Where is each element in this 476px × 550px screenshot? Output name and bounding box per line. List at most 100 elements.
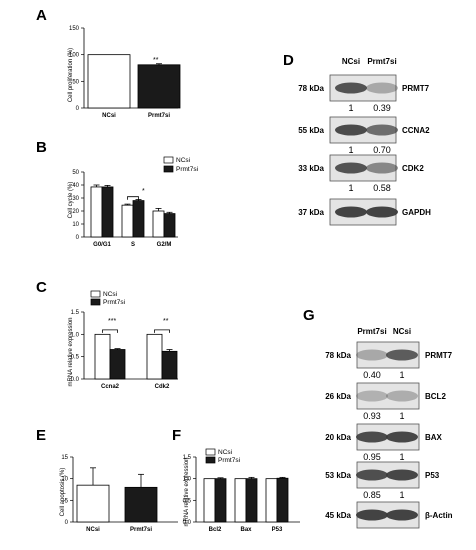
ylabel-b: Cell cycle (%)	[68, 182, 74, 219]
chart-f-ytick-label: 0.5	[183, 498, 192, 504]
blot-g-ratio-value: 0.93	[363, 411, 381, 421]
blot-g-ratio-value: 0.85	[363, 490, 381, 500]
panel-letter-d: D	[283, 52, 294, 69]
blot-d-band	[335, 162, 367, 174]
ylabel-a: Cell proliferation (%)	[68, 48, 74, 102]
legend-f: NCsi Prmt7si	[205, 448, 240, 464]
chart-b-ytick-label: 10	[72, 222, 79, 228]
chart-b-bar	[121, 204, 134, 238]
chart-e: 0 5 10 15 NCsi Prmt7si	[61, 455, 178, 533]
legend-b-swatch-ncsi	[163, 156, 174, 164]
chart-b: 0 10 20 30 40 50 G0/G1 S G2/M	[72, 170, 178, 248]
blot-g-band	[356, 509, 388, 521]
chart-f-ytick-label: 1.0	[183, 477, 192, 483]
blot-g-ratio-value: 1	[399, 490, 404, 500]
chart-a: 0 50 100 150 NCsi Prmt7si	[69, 26, 181, 119]
ylabel-e: Cell apoptosis (%)	[60, 468, 66, 517]
panel-letter-b: B	[36, 139, 47, 156]
chart-f: 0.0 0.5 1.0 1.5 Bcl2 Bax P53	[183, 455, 300, 533]
panel-letter-g: G	[303, 307, 315, 324]
blot-d-kda-label: 55 kDa	[298, 126, 324, 135]
chart-b-category-label: G2/M	[157, 242, 172, 248]
blot-g-ratio-value: 1	[399, 411, 404, 421]
blot-d-ratio-value: 1	[348, 103, 353, 113]
western-blots: NCsi Prmt7si 78 kDa PRMT7 1 0.39 55 kDa CCNA2 1 0…	[298, 57, 453, 529]
chart-e-ytick-label: 10	[61, 477, 68, 483]
blot-d-kda-label: 78 kDa	[298, 84, 324, 93]
sig-b: *	[142, 188, 145, 195]
chart-b-category-label: G0/G1	[93, 242, 111, 248]
chart-b-bar	[101, 186, 114, 238]
blot-g-membrane	[356, 382, 420, 410]
blot-d-protein-label: GAPDH	[402, 208, 431, 217]
chart-b-ytick-label: 0	[76, 235, 80, 241]
chart-f-category-label: P53	[272, 527, 283, 533]
chart-b-ytick-label: 20	[72, 209, 79, 215]
blot-d-ratio-value: 0.70	[373, 145, 391, 155]
chart-e-ytick-label: 5	[65, 498, 69, 504]
blot-g-ratio-value: 1	[399, 370, 404, 380]
chart-f-bar	[234, 478, 247, 523]
legend-f-swatch-ncsi	[205, 448, 216, 456]
legend-c-label-ncsi: NCsi	[103, 291, 117, 298]
blot-d-kda-label: 37 kDa	[298, 208, 324, 217]
chart-e-category-label: NCsi	[86, 527, 100, 533]
sig-c-cdk2: **	[163, 318, 169, 325]
chart-c-bar	[109, 349, 126, 380]
chart-c-bar	[94, 333, 111, 380]
chart-b-ytick-label: 50	[72, 170, 79, 176]
chart-f-ytick-label: 1.5	[183, 455, 192, 461]
panel-letter-c: C	[36, 279, 47, 296]
blot-d-ratio-value: 1	[348, 183, 353, 193]
blot-d-band	[366, 82, 398, 94]
blot-d-band	[366, 124, 398, 136]
chart-b-category-label: S	[131, 242, 135, 248]
legend-f-label-ncsi: NCsi	[218, 449, 232, 456]
chart-c-bar	[161, 350, 178, 380]
blot-d-ratio-value: 1	[348, 145, 353, 155]
chart-c-category-label: Ccna2	[101, 384, 120, 390]
blot-g-protein-label: β-Actin	[425, 511, 453, 520]
blot-g-kda-label: 45 kDa	[325, 511, 351, 520]
chart-a-bar	[87, 54, 131, 109]
panel-letter-a: A	[36, 7, 47, 24]
legend-b-label-ncsi: NCsi	[176, 157, 190, 164]
legend-b-swatch-prmt7si	[163, 165, 174, 173]
blot-d-protein-label: PRMT7	[402, 84, 430, 93]
blot-d-protein-label: CCNA2	[402, 126, 430, 135]
blot-d-protein-label: CDK2	[402, 164, 424, 173]
chart-b-bar	[163, 213, 176, 238]
blot-d-band	[335, 82, 367, 94]
chart-b-ytick-label: 40	[72, 183, 79, 189]
chart-b-ytick-label: 30	[72, 196, 79, 202]
chart-e-ytick-label: 15	[61, 455, 68, 461]
chart-a-category-label: Prmt7si	[148, 113, 170, 119]
chart-b-bar	[152, 210, 165, 238]
chart-e-bar	[76, 484, 110, 523]
chart-c: 0.0 0.5 1.0 1.5 Ccna2 Cdk2	[71, 310, 178, 390]
blot-g-band	[356, 431, 388, 443]
blot-g-lane-label: NCsi	[393, 327, 411, 336]
blot-d-band	[366, 206, 398, 218]
chart-f-category-label: Bcl2	[209, 527, 222, 533]
blot-d-lane-label: Prmt7si	[367, 57, 396, 66]
blot-d-lane-label: NCsi	[342, 57, 360, 66]
blot-d-ratio-value: 0.58	[373, 183, 391, 193]
chart-f-bar	[245, 478, 258, 523]
chart-a-category-label: NCsi	[102, 113, 116, 119]
blot-g-lane-label: Prmt7si	[357, 327, 386, 336]
chart-e-ytick-label: 0	[65, 520, 69, 526]
blot-g-band	[386, 431, 418, 443]
blot-g-kda-label: 20 kDa	[325, 433, 351, 442]
legend-c-swatch-prmt7si	[90, 298, 101, 306]
sig-c-ccna2: ***	[108, 318, 116, 325]
legend-f-swatch-prmt7si	[205, 456, 216, 464]
chart-c-ytick-label: 0.0	[71, 377, 80, 383]
blot-g-ratio-value: 1	[399, 452, 404, 462]
chart-f-ytick-label: 0.0	[183, 520, 192, 526]
blot-d-band	[335, 124, 367, 136]
blot-g-band	[356, 349, 388, 361]
panel-letter-e: E	[36, 427, 46, 444]
chart-c-category-label: Cdk2	[155, 384, 170, 390]
